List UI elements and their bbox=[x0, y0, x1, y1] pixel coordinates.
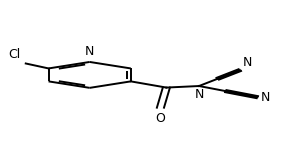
Text: Cl: Cl bbox=[8, 48, 20, 61]
Text: N: N bbox=[194, 88, 204, 101]
Text: N: N bbox=[260, 91, 270, 104]
Text: N: N bbox=[85, 45, 94, 58]
Text: N: N bbox=[243, 56, 252, 68]
Text: O: O bbox=[156, 112, 165, 124]
